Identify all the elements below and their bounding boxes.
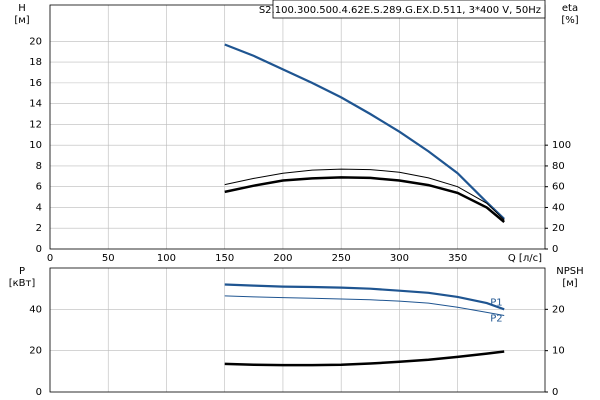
y2-tick-label: 20 — [552, 223, 565, 234]
y-tick-label: 12 — [29, 119, 42, 130]
y2-tick-label: 80 — [552, 161, 565, 172]
y2-axis-label: eta — [562, 3, 578, 14]
y2-tick-label: 20 — [552, 304, 565, 315]
y2-axis-label: NPSH — [556, 266, 583, 277]
x-tick-label: 0 — [47, 253, 53, 264]
x-tick-label: 350 — [448, 253, 467, 264]
y-axis-label: [м] — [14, 15, 29, 26]
x-tick-label: 300 — [390, 253, 409, 264]
y-tick-label: 10 — [29, 140, 42, 151]
y-axis-label: P — [19, 266, 25, 277]
series-line — [224, 176, 506, 223]
x-axis-label: Q [л/с] — [508, 253, 542, 264]
y-tick-label: 0 — [36, 387, 42, 398]
title-box — [272, 0, 546, 19]
y-tick-label: 8 — [36, 161, 42, 172]
series-line — [224, 168, 505, 221]
series-label: P2 — [490, 314, 502, 325]
y2-tick-label: 40 — [552, 202, 565, 213]
series-line — [224, 283, 505, 311]
x-tick-label: 250 — [332, 253, 351, 264]
y2-tick-label: 0 — [552, 244, 558, 255]
y-tick-label: 20 — [29, 346, 42, 357]
x-tick-label: 50 — [102, 253, 115, 264]
y2-tick-label: 100 — [552, 140, 571, 151]
y2-tick-label: 0 — [552, 387, 558, 398]
series-label: P1 — [490, 297, 502, 308]
y-tick-label: 16 — [29, 78, 42, 89]
y-axis-label: H — [18, 3, 26, 14]
series-line — [224, 43, 505, 220]
plot-frame — [49, 267, 546, 393]
y-tick-label: 18 — [29, 57, 42, 68]
x-tick-label: 150 — [215, 253, 234, 264]
x-tick-label: 200 — [273, 253, 292, 264]
y2-tick-label: 60 — [552, 182, 565, 193]
y-tick-label: 6 — [36, 182, 42, 193]
y-tick-label: 4 — [36, 202, 42, 213]
x-tick-label: 100 — [157, 253, 176, 264]
series-line — [224, 350, 505, 367]
series-line — [224, 295, 505, 316]
y2-axis-label: [м] — [562, 278, 577, 289]
y2-tick-label: 10 — [552, 346, 565, 357]
y-tick-label: 2 — [36, 223, 42, 234]
chart-title: S2.100.300.500.4.62E.S.289.G.EX.D.511, 3… — [259, 5, 541, 16]
y2-axis-label: [%] — [561, 15, 578, 26]
y-tick-label: 14 — [29, 99, 42, 110]
y-tick-label: 20 — [29, 36, 42, 47]
y-tick-label: 40 — [29, 304, 42, 315]
y-tick-label: 0 — [36, 244, 42, 255]
y-axis-label: [кВт] — [9, 278, 36, 289]
